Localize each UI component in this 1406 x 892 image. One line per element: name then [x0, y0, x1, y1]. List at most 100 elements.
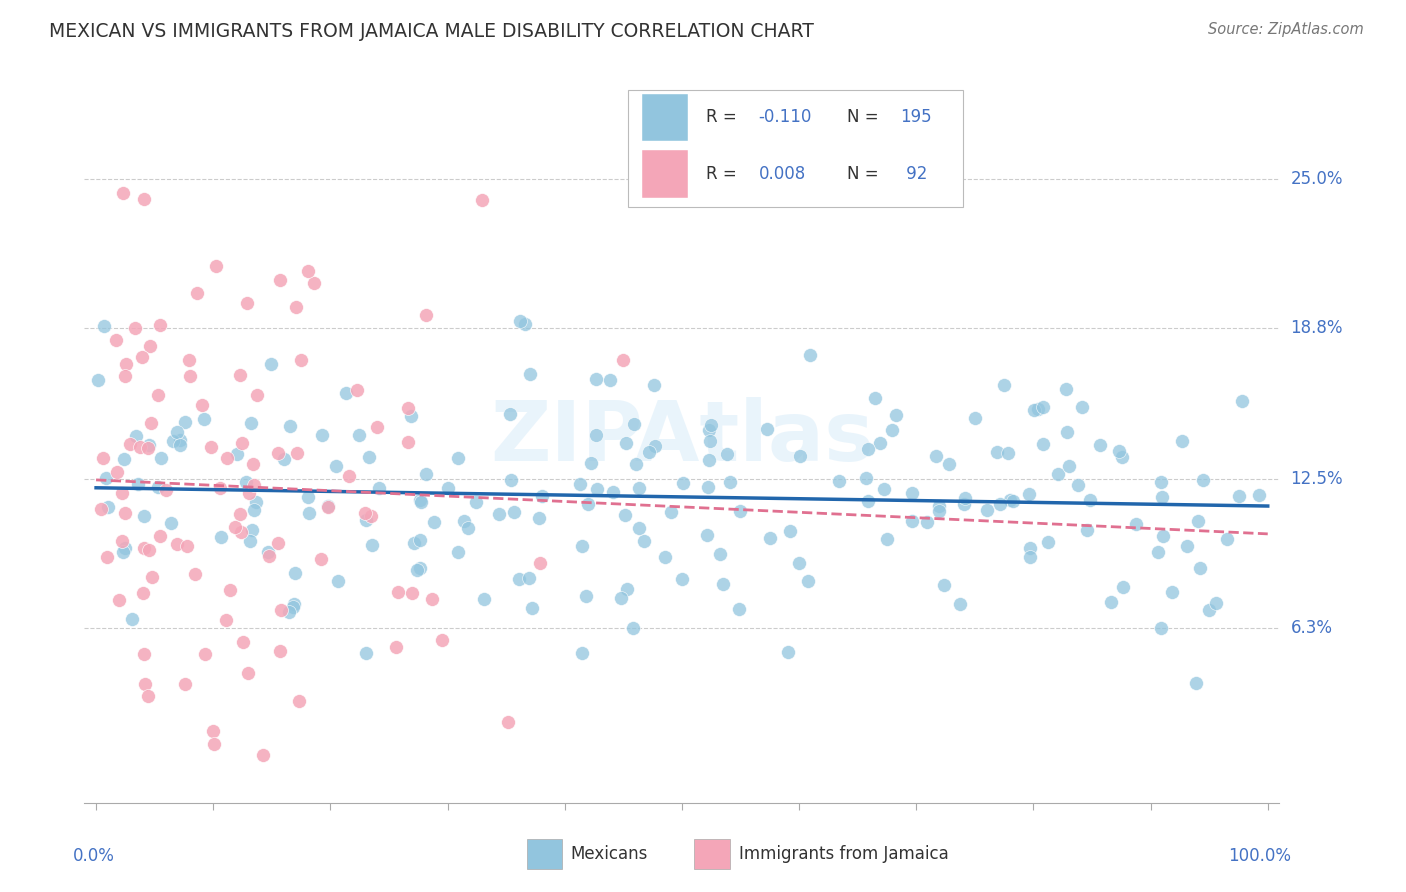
Point: [337, 468, 360, 483]
Point: [728, 504, 751, 518]
Point: [257, 549, 280, 563]
Point: [949, 597, 972, 611]
Point: [396, 434, 419, 449]
Point: [779, 524, 801, 538]
Point: [139, 339, 162, 353]
Point: [124, 429, 146, 443]
Point: [285, 445, 308, 459]
Point: [1067, 478, 1090, 492]
Point: [132, 586, 155, 600]
Point: [166, 537, 188, 551]
Point: [997, 446, 1019, 460]
Point: [938, 457, 960, 471]
Point: [711, 576, 734, 591]
Point: [224, 520, 246, 534]
FancyBboxPatch shape: [643, 150, 688, 197]
Point: [239, 534, 262, 549]
Point: [246, 388, 269, 402]
Point: [240, 416, 263, 430]
Point: [1054, 382, 1077, 396]
Text: ZIPAtlas: ZIPAtlas: [489, 397, 875, 477]
Point: [1175, 540, 1198, 554]
Point: [288, 694, 311, 708]
Point: [346, 384, 368, 398]
Point: [138, 542, 160, 557]
Point: [194, 647, 217, 661]
Point: [401, 585, 423, 599]
Point: [643, 378, 665, 392]
Point: [347, 428, 370, 442]
Point: [855, 471, 877, 485]
Point: [1205, 596, 1227, 610]
Point: [1192, 473, 1215, 487]
Point: [193, 411, 215, 425]
Point: [273, 452, 295, 467]
Point: [1038, 534, 1060, 549]
Point: [627, 520, 650, 534]
Point: [229, 368, 252, 382]
Point: [993, 378, 1015, 392]
Point: [169, 438, 191, 452]
Point: [184, 567, 207, 582]
Point: [447, 545, 470, 559]
Point: [1099, 595, 1122, 609]
Point: [409, 533, 432, 548]
Point: [238, 486, 260, 500]
Point: [148, 388, 170, 402]
Point: [998, 493, 1021, 508]
Point: [623, 417, 645, 431]
Point: [132, 647, 155, 661]
Point: [132, 509, 155, 524]
Point: [1056, 425, 1078, 439]
Point: [409, 561, 432, 575]
Point: [326, 574, 349, 588]
Point: [104, 334, 127, 348]
Point: [1230, 393, 1253, 408]
Point: [799, 348, 821, 362]
Point: [108, 593, 131, 607]
Point: [901, 485, 924, 500]
Point: [697, 480, 720, 494]
Point: [672, 476, 695, 491]
Point: [1198, 602, 1220, 616]
Point: [114, 541, 136, 555]
Point: [200, 441, 222, 455]
Point: [269, 644, 291, 658]
Point: [278, 605, 301, 619]
Point: [579, 456, 602, 470]
Point: [141, 570, 163, 584]
Point: [131, 350, 153, 364]
Point: [614, 436, 637, 450]
Point: [915, 515, 938, 529]
Point: [873, 482, 896, 496]
Point: [316, 500, 339, 514]
Point: [654, 549, 676, 564]
Point: [1026, 401, 1049, 416]
Point: [97, 500, 120, 515]
Point: [965, 411, 987, 425]
Text: 0.0%: 0.0%: [73, 847, 114, 864]
Point: [624, 457, 647, 471]
Point: [953, 497, 976, 511]
Point: [202, 723, 225, 738]
Text: 0.008: 0.008: [758, 165, 806, 183]
Point: [357, 450, 380, 464]
Point: [517, 571, 540, 585]
Point: [129, 440, 152, 454]
Point: [270, 603, 292, 617]
Point: [876, 532, 898, 546]
Point: [1188, 561, 1211, 575]
Text: 100.0%: 100.0%: [1229, 847, 1292, 864]
Point: [115, 358, 138, 372]
Point: [986, 445, 1008, 459]
Point: [880, 423, 903, 437]
Point: [139, 416, 162, 430]
Point: [522, 601, 544, 615]
Text: 25.0%: 25.0%: [1291, 170, 1343, 188]
Point: [1111, 450, 1133, 465]
Text: R =: R =: [706, 109, 742, 127]
Point: [162, 434, 184, 448]
Point: [304, 276, 326, 290]
Point: [298, 506, 321, 520]
Point: [1161, 584, 1184, 599]
